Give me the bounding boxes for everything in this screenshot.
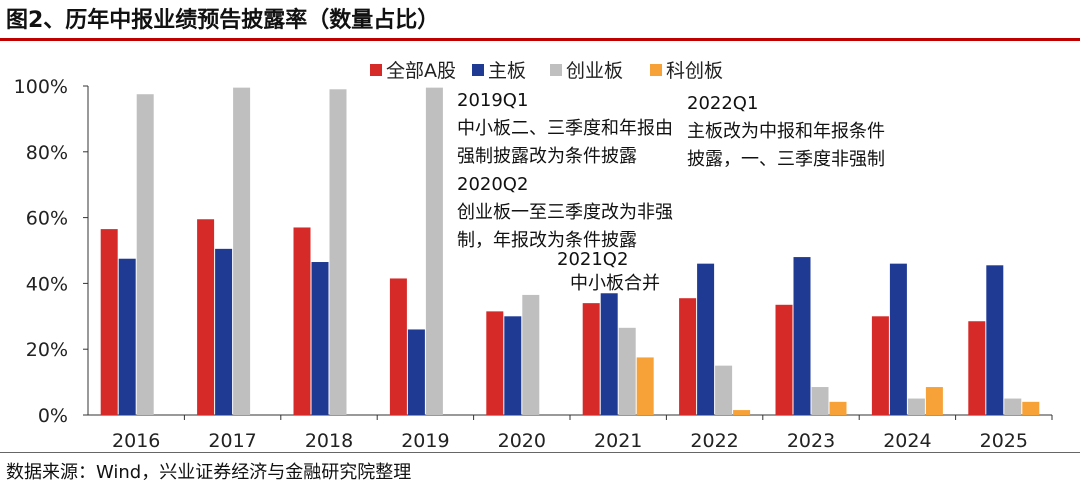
y-tick-label: 20% [26, 339, 68, 361]
bar-全部A股-2022 [679, 298, 697, 415]
x-tick-label: 2019 [401, 430, 449, 450]
legend-label-创业板: 创业板 [566, 60, 623, 82]
chart-title: 图2、历年中报业绩预告披露率（数量占比） [6, 8, 440, 33]
bar-主板-2022 [697, 263, 715, 415]
x-tick-label: 2024 [883, 430, 931, 450]
annotation-a2022q1-line: 披露，一、三季度非强制 [687, 149, 885, 170]
legend-swatch-全部A股 [370, 64, 382, 76]
bar-创业板-2023 [811, 387, 829, 415]
y-tick-label: 80% [26, 142, 68, 164]
annotation-a2020q2-line: 制，年报改为条件披露 [457, 230, 637, 251]
y-tick-label: 40% [26, 273, 68, 295]
legend-label-主板: 主板 [488, 60, 526, 82]
bar-创业板-2016 [136, 94, 154, 415]
bar-创业板-2021 [618, 327, 636, 415]
annotation-a2019q1-line: 中小板二、三季度和年报由 [457, 118, 673, 139]
bar-创业板-2024 [907, 398, 925, 415]
y-tick-label: 60% [26, 208, 68, 230]
x-tick-label: 2018 [305, 430, 353, 450]
bar-创业板-2025 [1004, 398, 1022, 415]
x-tick-label: 2020 [498, 430, 546, 450]
annotation-a2019q1-line: 强制披露改为条件披露 [457, 146, 637, 167]
legend-swatch-创业板 [550, 64, 562, 76]
bar-全部A股-2016 [100, 229, 118, 415]
bar-全部A股-2017 [197, 219, 215, 415]
bar-全部A股-2024 [871, 316, 889, 415]
bar-科创板-2023 [829, 401, 847, 415]
bar-主板-2021 [600, 293, 618, 415]
bar-主板-2018 [311, 262, 329, 415]
title-divider [0, 38, 1080, 41]
x-tick-label: 2017 [208, 430, 256, 450]
x-tick-label: 2021 [594, 430, 642, 450]
y-tick-label: 0% [38, 405, 68, 427]
source-note: 数据来源：Wind，兴业证券经济与金融研究院整理 [6, 462, 412, 483]
bar-创业板-2017 [233, 87, 251, 416]
bar-创业板-2022 [715, 365, 733, 415]
legend-label-科创板: 科创板 [666, 60, 723, 82]
bar-科创板-2021 [636, 357, 654, 415]
x-tick-label: 2025 [980, 430, 1028, 450]
bar-主板-2019 [407, 329, 425, 415]
annotation-a2021q2-line: 中小板合并 [570, 273, 660, 294]
bar-全部A股-2020 [486, 311, 504, 415]
bar-主板-2024 [889, 263, 907, 415]
legend-swatch-主板 [472, 64, 484, 76]
bar-科创板-2025 [1022, 401, 1040, 415]
annotation-a2022q1-line: 主板改为中报和年报条件 [687, 121, 885, 142]
annotation-a2019q1-line: 2019Q1 [457, 90, 528, 111]
annotation-a2021q2-line: 2021Q2 [557, 249, 628, 270]
bar-创业板-2018 [329, 89, 347, 415]
bar-科创板-2022 [733, 410, 751, 415]
source-divider [0, 452, 1080, 453]
bar-创业板-2020 [522, 294, 540, 415]
annotation-a2020q2-line: 2020Q2 [457, 174, 528, 195]
bar-全部A股-2023 [775, 304, 793, 415]
bar-主板-2023 [793, 257, 811, 415]
y-tick-label: 100% [14, 76, 68, 98]
x-tick-label: 2022 [690, 430, 738, 450]
legend-label-全部A股: 全部A股 [386, 60, 456, 82]
bar-主板-2025 [986, 265, 1004, 415]
annotation-a2022q1-line: 2022Q1 [687, 93, 758, 114]
bar-全部A股-2021 [582, 303, 600, 415]
bar-科创板-2024 [925, 387, 943, 415]
legend-swatch-科创板 [650, 64, 662, 76]
bar-全部A股-2018 [293, 227, 311, 415]
x-tick-label: 2023 [787, 430, 835, 450]
x-tick-label: 2016 [112, 430, 160, 450]
bar-chart: 0% 20% 40% 60% 80% 100% 2016 2017 2018 2019 2020 20… [14, 60, 1053, 450]
annotation-a2020q2-line: 创业板一至三季度改为非强 [457, 202, 673, 223]
bar-主板-2017 [215, 248, 233, 415]
bar-全部A股-2019 [389, 278, 407, 415]
bar-主板-2020 [504, 316, 522, 415]
bar-主板-2016 [118, 258, 136, 415]
bar-创业板-2019 [425, 87, 443, 416]
bar-全部A股-2025 [968, 321, 986, 415]
